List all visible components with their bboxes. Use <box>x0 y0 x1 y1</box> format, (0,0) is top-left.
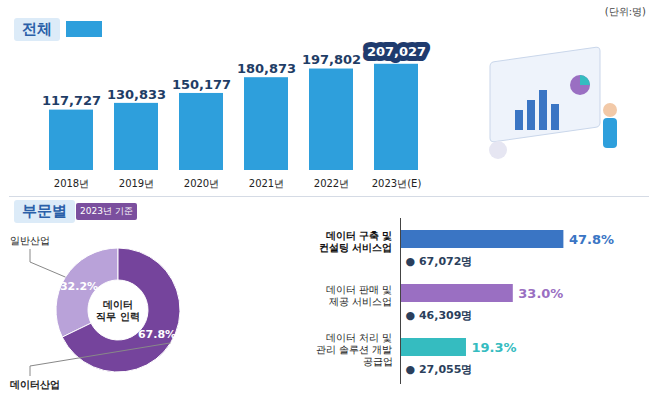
html-text:2023년 기준: 2023년 기준 <box>80 206 133 216</box>
svg-text:2018년: 2018년 <box>54 178 89 189</box>
svg-text:데이터 판매 및제공 서비스업: 데이터 판매 및제공 서비스업 <box>326 284 392 307</box>
svg-text:데이터 구축 및컨설팅 서비스업: 데이터 구축 및컨설팅 서비스업 <box>319 230 392 253</box>
svg-text:32.2%: 32.2% <box>60 280 98 293</box>
svg-text:33.0%: 33.0% <box>518 286 563 301</box>
html-text:전체: 전체 <box>22 20 52 38</box>
html-text:부문별: 부문별 <box>22 202 67 220</box>
svg-text:207,027: 207,027 <box>367 44 426 59</box>
svg-text:67.8%: 67.8% <box>138 328 176 341</box>
svg-text:● 67,072명: ● 67,072명 <box>406 255 473 268</box>
svg-text:● 27,055명: ● 27,055명 <box>406 363 473 376</box>
svg-text:130,833: 130,833 <box>107 87 166 102</box>
svg-text:데이터 처리 및관리 솔루션 개발공급업: 데이터 처리 및관리 솔루션 개발공급업 <box>316 332 392 367</box>
svg-text:● 46,309명: ● 46,309명 <box>406 309 473 322</box>
svg-text:2022년: 2022년 <box>314 178 349 189</box>
svg-text:2020년: 2020년 <box>184 178 219 189</box>
svg-text:일반산업: 일반산업 <box>10 235 50 246</box>
svg-text:180,873: 180,873 <box>237 61 296 76</box>
svg-text:2021년: 2021년 <box>249 178 284 189</box>
svg-text:117,727: 117,727 <box>42 93 101 108</box>
svg-text:데이터: 데이터 <box>103 299 133 310</box>
svg-text:2023년(E): 2023년(E) <box>372 178 422 189</box>
svg-text:데이터산업: 데이터산업 <box>10 379 60 390</box>
svg-text:150,177: 150,177 <box>172 77 231 92</box>
svg-text:직무 인력: 직무 인력 <box>96 311 139 322</box>
svg-text:47.8%: 47.8% <box>569 232 614 247</box>
svg-text:2019년: 2019년 <box>119 178 154 189</box>
html-text:(단위:명): (단위:명) <box>604 6 646 17</box>
svg-text:197,802: 197,802 <box>302 52 361 67</box>
svg-text:19.3%: 19.3% <box>471 340 516 355</box>
